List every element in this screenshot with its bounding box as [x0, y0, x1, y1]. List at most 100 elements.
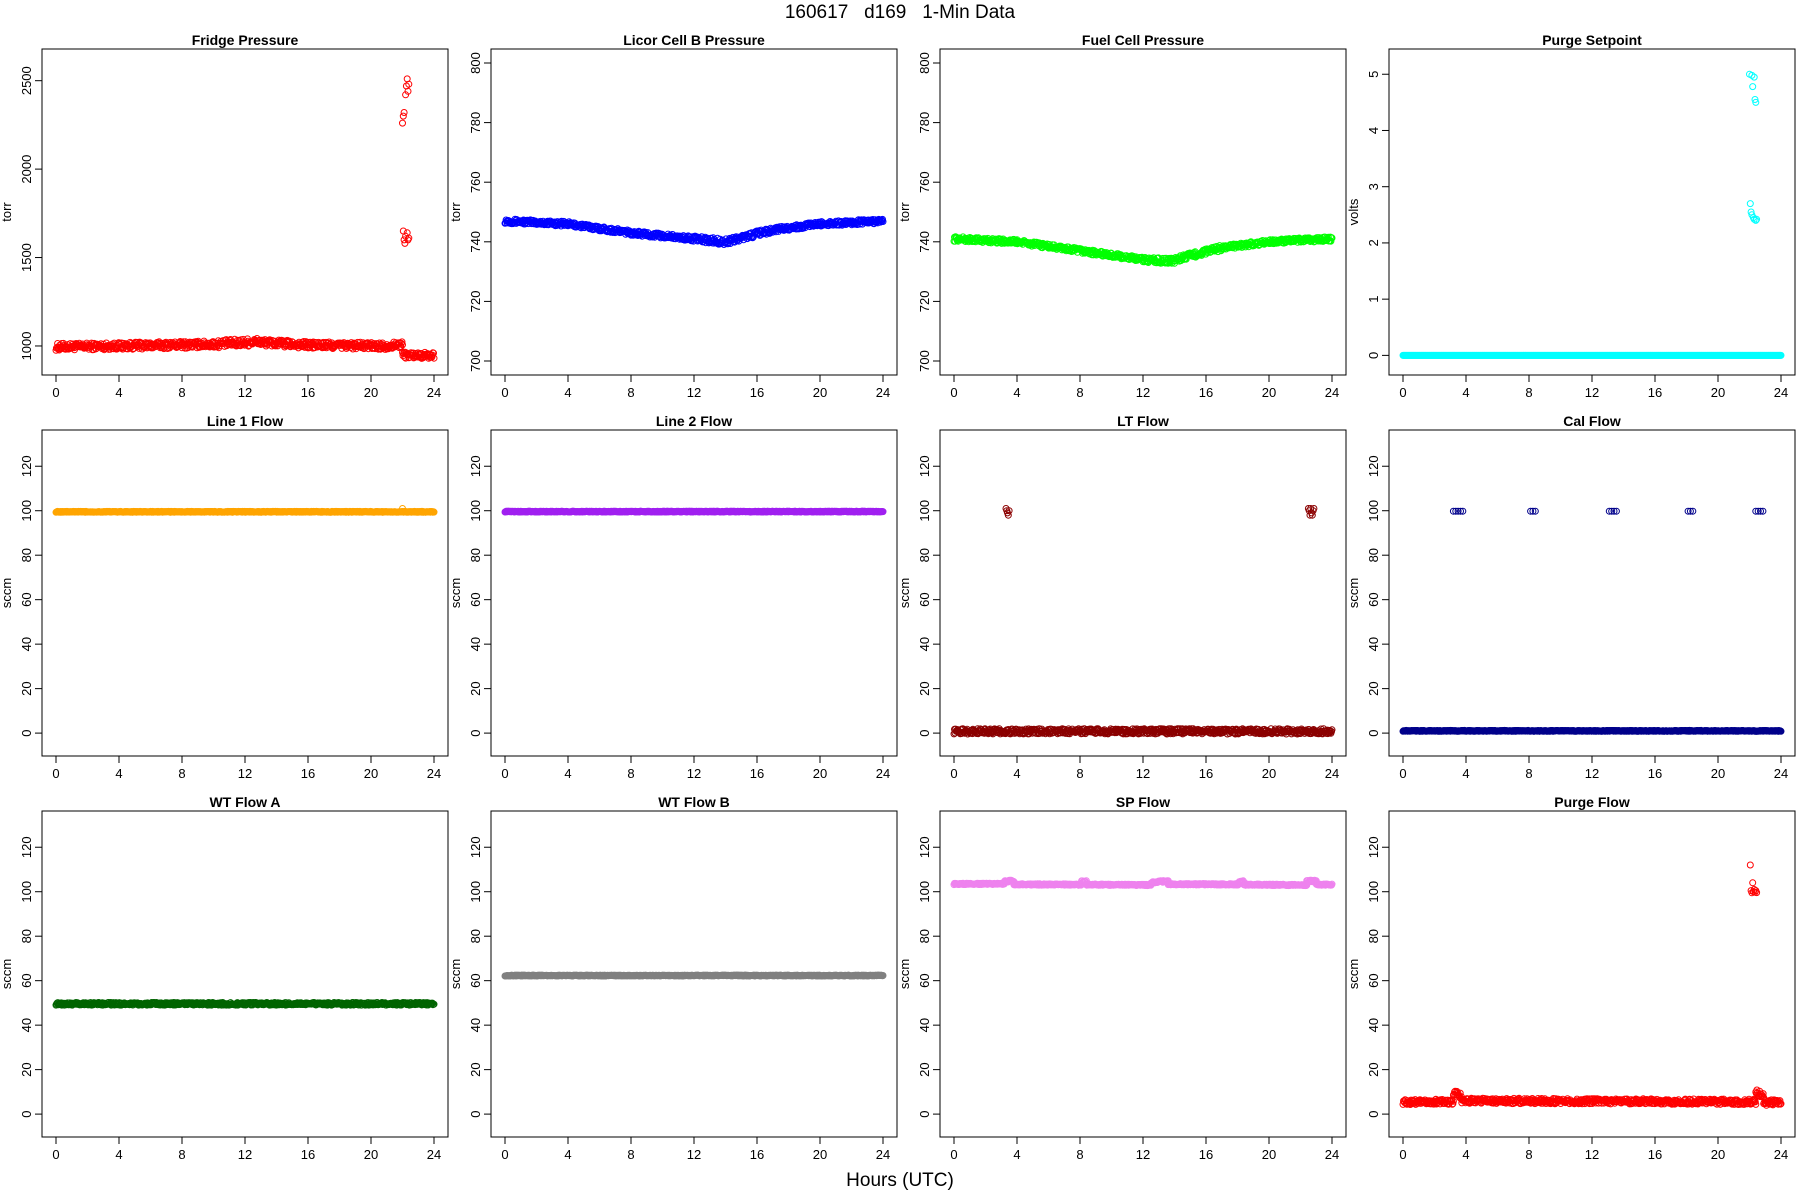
- panel-title: Fridge Pressure: [192, 32, 299, 48]
- x-tick-label: 4: [115, 766, 122, 781]
- y-tick-label: 0: [468, 729, 483, 736]
- data-point: [133, 338, 141, 346]
- x-tick-label: 12: [687, 766, 701, 781]
- y-tick-label: 20: [917, 681, 932, 695]
- figure-title: 160617 d169 1-Min Data: [784, 2, 1016, 23]
- data-point: [430, 354, 438, 362]
- y-tick-label: 0: [19, 729, 34, 736]
- y-tick-label: 100: [917, 500, 932, 522]
- data-points: [501, 215, 887, 248]
- y-tick-label: 60: [917, 592, 932, 606]
- panel-title: Line 1 Flow: [207, 413, 283, 429]
- x-tick-label: 20: [813, 766, 827, 781]
- data-point: [405, 80, 413, 88]
- x-tick-label: 0: [1399, 385, 1406, 400]
- y-tick-label: 120: [468, 455, 483, 477]
- data-point: [1749, 83, 1757, 91]
- x-tick-label: 4: [1013, 766, 1020, 781]
- data-point: [405, 234, 413, 242]
- data-point: [430, 349, 437, 357]
- y-tick-label: 1500: [19, 243, 34, 272]
- x-tick-label: 24: [1325, 766, 1339, 781]
- panel-title: Fuel Cell Pressure: [1082, 32, 1204, 48]
- x-tick-label: 12: [1136, 385, 1150, 400]
- x-tick-label: 8: [1076, 385, 1083, 400]
- data-point: [404, 87, 412, 95]
- y-tick-label: 1000: [19, 332, 34, 361]
- data-point: [400, 109, 408, 116]
- y-tick-label: 80: [468, 548, 483, 562]
- y-tick-label: 40: [468, 637, 483, 651]
- y-tick-label: 780: [917, 112, 932, 134]
- y-tick-label: 800: [468, 52, 483, 74]
- x-tick-label: 16: [301, 385, 315, 400]
- x-tick-label: 12: [1136, 766, 1150, 781]
- y-tick-label: 760: [468, 171, 483, 193]
- y-tick-label: 1: [1366, 296, 1381, 303]
- data-point: [1327, 237, 1335, 245]
- x-tick-label: 16: [1199, 766, 1213, 781]
- x-tick-label: 20: [813, 385, 827, 400]
- plot-frame: [1388, 48, 1796, 376]
- panel-title: LT Flow: [1117, 413, 1169, 429]
- x-tick-label: 0: [950, 385, 957, 400]
- x-tick-label: 0: [52, 385, 59, 400]
- data-point: [1746, 200, 1754, 208]
- y-tick-label: 800: [917, 52, 932, 74]
- data-point: [1328, 234, 1336, 242]
- plot-frame: [41, 429, 449, 757]
- y-axis-label: sccm: [897, 578, 912, 608]
- x-tick-label: 8: [627, 766, 634, 781]
- x-tick-label: 24: [1325, 385, 1339, 400]
- y-tick-label: 2: [1366, 239, 1381, 246]
- x-tick-label: 20: [1262, 766, 1276, 781]
- plot-frame: [41, 48, 449, 376]
- data-point: [399, 119, 406, 127]
- y-tick-label: 60: [468, 592, 483, 606]
- y-tick-label: 2000: [19, 155, 34, 184]
- x-tick-label: 4: [1013, 385, 1020, 400]
- data-point: [399, 112, 407, 120]
- y-tick-label: 4: [1366, 127, 1381, 134]
- panel-title: Line 2 Flow: [656, 413, 732, 429]
- y-tick-label: 40: [917, 637, 932, 651]
- x-tick-label: 20: [1262, 385, 1276, 400]
- x-tick-label: 16: [750, 766, 764, 781]
- y-axis-label: sccm: [0, 578, 14, 608]
- x-tick-label: 0: [501, 766, 508, 781]
- y-tick-label: 740: [468, 231, 483, 253]
- x-tick-label: 20: [364, 766, 378, 781]
- x-tick-label: 4: [115, 385, 122, 400]
- y-axis-label: sccm: [448, 578, 463, 608]
- plot-frame: [490, 48, 898, 376]
- data-points: [501, 507, 887, 516]
- y-tick-label: 780: [468, 112, 483, 134]
- x-tick-label: 8: [627, 385, 634, 400]
- x-tick-label: 0: [501, 385, 508, 400]
- x-tick-label: 8: [1525, 385, 1532, 400]
- x-tick-label: 8: [178, 766, 185, 781]
- x-tick-label: 24: [427, 385, 441, 400]
- x-tick-label: 24: [876, 766, 890, 781]
- x-tick-label: 12: [238, 385, 252, 400]
- x-tick-label: 16: [1648, 385, 1662, 400]
- data-point: [879, 218, 887, 225]
- panel-title: Licor Cell B Pressure: [623, 32, 765, 48]
- y-axis-label: volts: [1346, 198, 1361, 225]
- data-points: [950, 233, 1336, 267]
- y-axis-label: torr: [0, 202, 14, 222]
- x-tick-label: 4: [564, 385, 571, 400]
- x-tick-label: 8: [1076, 766, 1083, 781]
- x-tick-label: 24: [427, 766, 441, 781]
- y-tick-label: 100: [19, 500, 34, 522]
- x-tick-label: 4: [564, 766, 571, 781]
- x-tick-label: 8: [178, 385, 185, 400]
- x-tick-label: 12: [687, 385, 701, 400]
- x-tick-label: 16: [750, 385, 764, 400]
- data-point: [400, 236, 408, 244]
